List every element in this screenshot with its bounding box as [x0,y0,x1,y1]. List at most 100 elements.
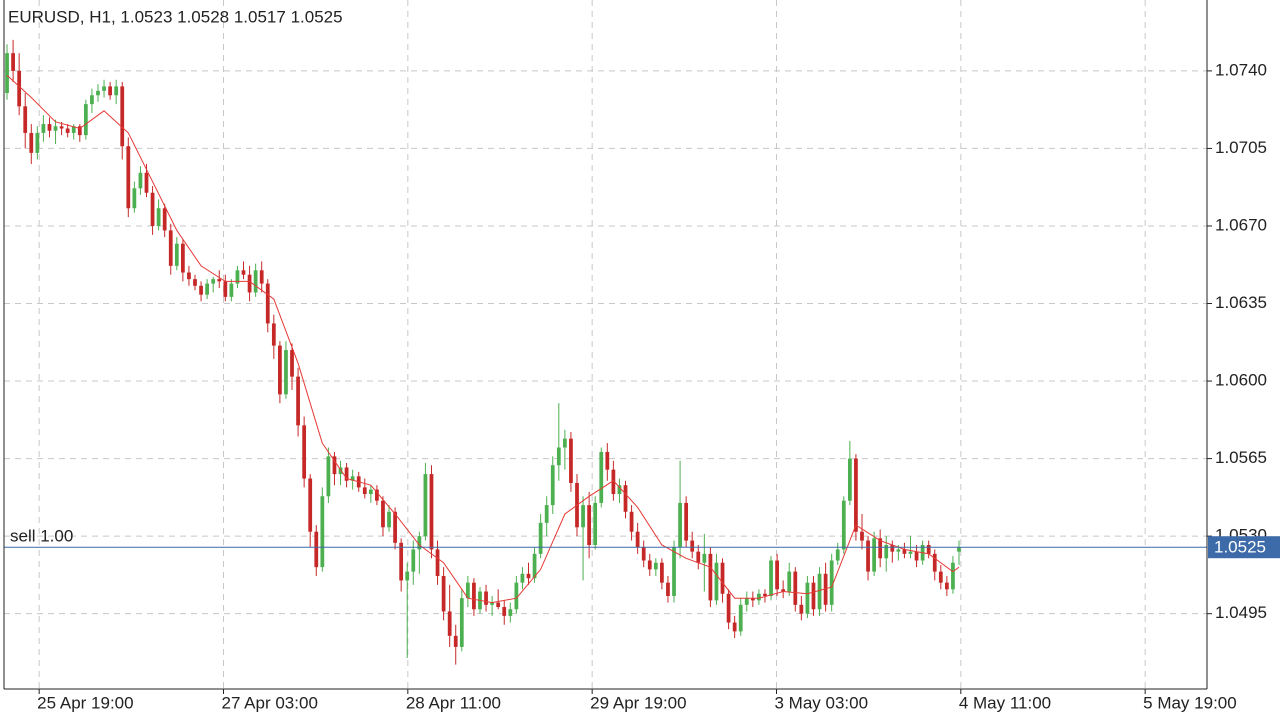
candle-body [387,511,391,528]
candle-body [259,270,264,284]
candle-body [17,70,22,107]
y-tick-label: 1.0705 [1215,138,1267,157]
candle-body [156,208,161,226]
candle-body [957,547,961,552]
candle-body [296,376,300,426]
candle-body [290,350,294,377]
x-tick-label: 4 May 11:00 [959,693,1051,712]
candle-body [908,551,913,554]
candle-body [775,560,779,590]
candle-body [144,172,149,193]
x-tick-label: 5 May 19:00 [1143,693,1237,712]
candle-body [799,604,804,614]
candle-body [666,582,670,596]
candle-body [29,132,34,153]
candle-body [702,553,707,563]
candle-body [59,126,64,129]
candle-body [187,272,191,280]
candle-body [229,283,234,297]
candle-body [35,132,40,153]
candle-body [11,53,15,71]
candle-body [65,128,70,133]
candle-body [811,582,816,610]
candle-body [890,544,895,552]
candle-body [459,598,464,647]
candle-body [211,279,216,284]
candle-body [502,607,507,616]
candle-body [405,571,410,581]
candle-body [162,208,167,231]
candle-body [520,573,525,583]
candle-body [951,562,955,590]
x-tick-label: 29 Apr 19:00 [590,693,686,712]
price-label-box [1208,536,1280,559]
candle-body [550,465,555,506]
candle-body [350,476,355,481]
candle-body [690,540,695,552]
candle-body [344,467,349,481]
candle-body [77,126,82,136]
y-tick-label: 1.0635 [1215,293,1267,312]
candle-body [368,489,373,495]
candle-body [114,86,119,96]
y-tick-label: 1.0670 [1215,215,1267,234]
candle-body [271,323,276,346]
candle-body [660,562,664,583]
candle-body [5,53,9,94]
candle-body [332,456,337,475]
candle-body [205,283,210,295]
candle-body [611,469,616,495]
candle-body [696,551,701,563]
x-tick-label: 25 Apr 19:00 [37,693,133,712]
candle-body [672,547,676,596]
candle-body [453,635,458,647]
candle-body [393,511,397,543]
candle-body [781,589,786,592]
candle-body [587,505,592,545]
candle-body [617,485,622,495]
candle-body [108,86,112,96]
candle-body [381,500,385,528]
x-tick-label: 27 Apr 03:00 [221,693,317,712]
candle-body [544,505,549,523]
candle-body [744,598,749,605]
candle-body [490,602,494,605]
marks [4,39,1207,665]
candle-body [647,560,652,570]
candle-body [320,496,325,568]
candle-body [708,553,713,601]
candle-body [841,500,846,550]
candle-body [71,126,76,133]
candle-body [556,447,561,466]
candle-body [265,283,270,324]
candle-body [757,593,761,601]
grid [4,0,1212,694]
candle-body [750,598,755,601]
candle-body [326,456,331,497]
candle-body [23,106,28,133]
order-label: sell 1.00 [10,527,73,546]
candle-body [223,281,228,297]
moving-average [6,74,960,604]
candle-body [641,547,646,561]
candle-body [308,478,313,532]
candle-body [684,502,689,541]
candle-body [835,549,840,561]
candle-body [769,560,773,596]
candle-body [417,536,422,550]
candle-body [362,487,367,495]
candle-body [174,243,179,266]
candle-body [884,544,889,559]
candle-body [472,582,476,610]
y-tick-label: 1.0565 [1215,448,1267,467]
candle-body [102,86,106,91]
candle-body [90,95,94,105]
candle-body [720,562,725,594]
candle-body [338,467,343,475]
candle-body [726,593,731,623]
chart-title: EURUSD, H1, 1.0523 1.0528 1.0517 1.0525 [8,7,343,26]
candle-body [902,549,907,554]
x-tick-label: 3 May 03:00 [774,693,868,712]
candle-body [96,90,100,96]
